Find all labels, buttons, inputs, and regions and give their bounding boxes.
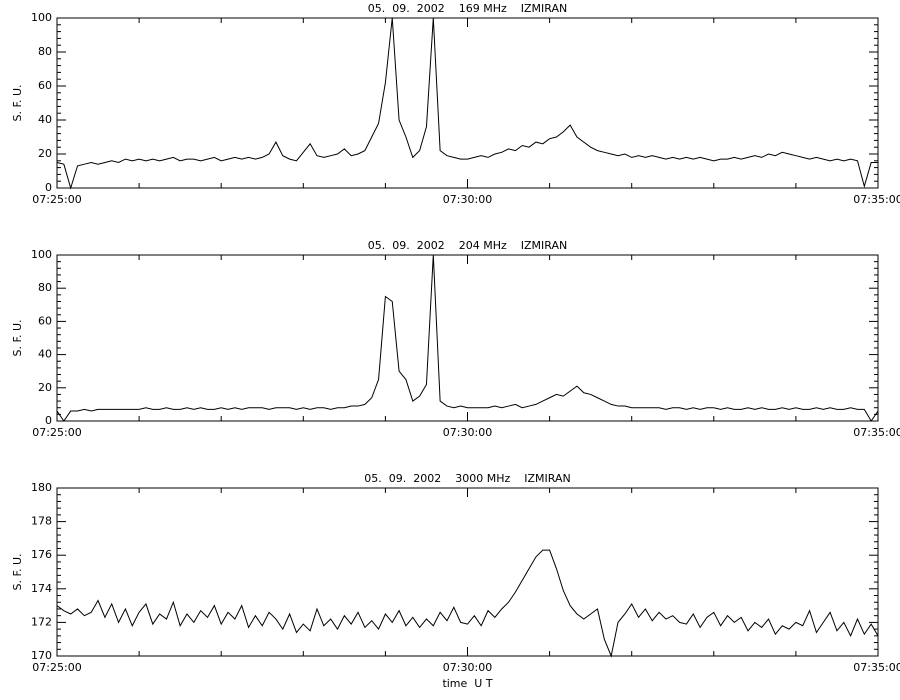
x-tick-label: 07:25:00: [32, 661, 81, 674]
x-tick-label: 07:35:00: [853, 426, 900, 439]
y-tick-label: 180: [31, 481, 52, 494]
x-tick-label: 07:25:00: [32, 193, 81, 206]
x-tick-label: 07:25:00: [32, 426, 81, 439]
x-axis-label: time U T: [442, 677, 492, 690]
y-tick-label: 174: [31, 582, 52, 595]
y-tick-label: 172: [31, 615, 52, 628]
y-tick-label: 80: [38, 45, 52, 58]
x-tick-label: 07:30:00: [443, 426, 492, 439]
y-tick-label: 100: [31, 248, 52, 261]
plot-frame: [56, 487, 879, 657]
y-axis-label: S. F. U.: [11, 84, 24, 121]
plot-frame: [56, 17, 879, 189]
x-tick-label: 07:30:00: [443, 193, 492, 206]
y-tick-label: 170: [31, 649, 52, 662]
plot-frame: [56, 254, 879, 422]
x-tick-label: 07:30:00: [443, 661, 492, 674]
data-line: [56, 17, 878, 190]
y-tick-label: 0: [45, 414, 52, 427]
y-tick-label: 40: [38, 348, 52, 361]
chart-title: 05. 09. 2002 204 MHz IZMIRAN: [368, 239, 567, 252]
x-tick-label: 07:35:00: [853, 193, 900, 206]
y-tick-label: 178: [31, 515, 52, 528]
y-tick-label: 20: [38, 147, 52, 160]
chart-title: 05. 09. 2002 169 MHz IZMIRAN: [368, 2, 567, 15]
data-line: [56, 254, 879, 422]
y-tick-label: 176: [31, 548, 52, 561]
y-tick-label: 60: [38, 314, 52, 327]
y-tick-label: 40: [38, 113, 52, 126]
y-tick-label: 80: [38, 281, 52, 294]
x-tick-label: 07:35:00: [853, 661, 900, 674]
y-tick-label: 60: [38, 79, 52, 92]
y-axis-label: S. F. U.: [11, 319, 24, 356]
y-tick-label: 0: [45, 181, 52, 194]
y-axis-label: S. F. U.: [11, 553, 24, 590]
y-tick-label: 20: [38, 381, 52, 394]
chart-title: 05. 09. 2002 3000 MHz IZMIRAN: [364, 472, 570, 485]
y-tick-label: 100: [31, 11, 52, 24]
data-line: [56, 549, 879, 658]
